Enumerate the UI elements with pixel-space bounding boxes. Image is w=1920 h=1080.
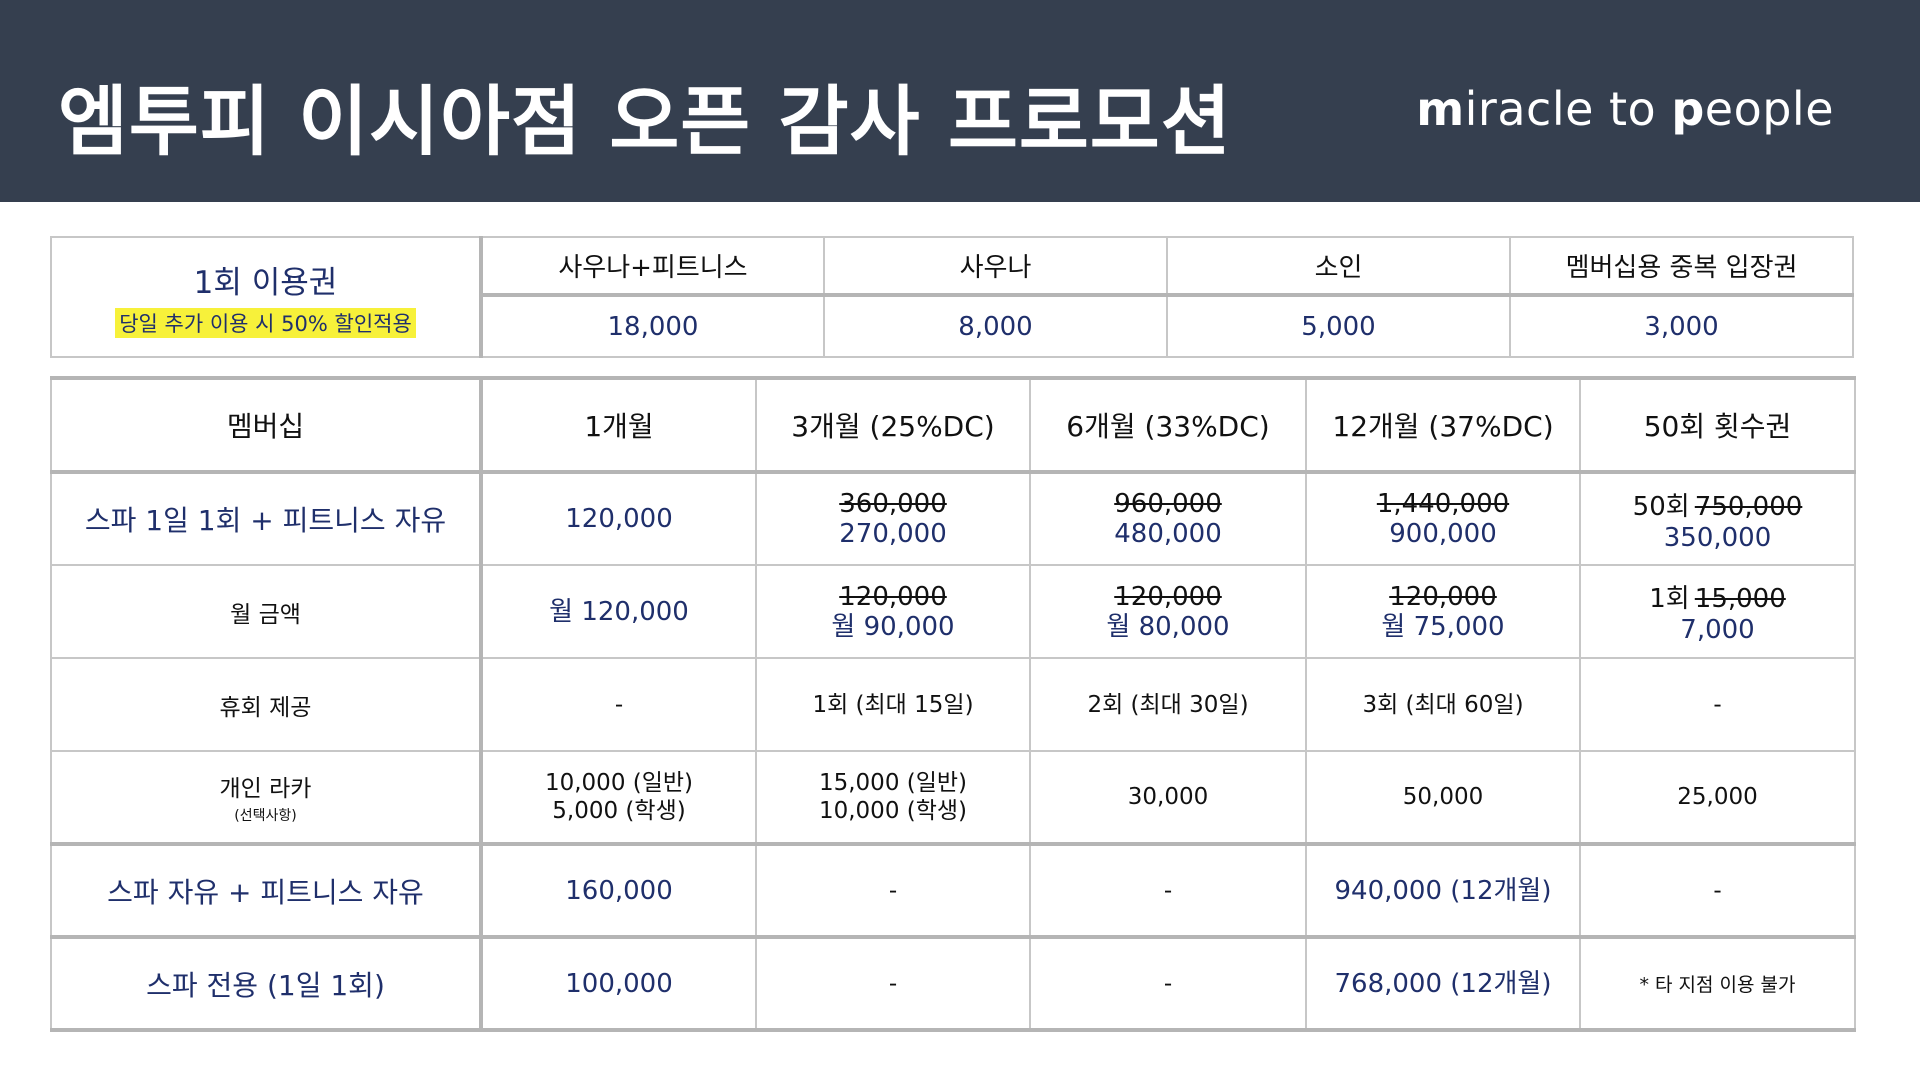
discount-price: 월 75,000	[1381, 611, 1505, 642]
original-price: 15,000	[1694, 584, 1786, 614]
discount-price: 월 80,000	[1106, 611, 1230, 642]
price-cell: 940,000 (12개월)	[1305, 842, 1581, 938]
locker-price: 10,000 (일반)	[544, 770, 694, 796]
membership-header-row: 멤버십 1개월 3개월 (25%DC) 6개월 (33%DC) 12개월 (37…	[50, 376, 1856, 474]
price-cell: -	[1579, 842, 1856, 938]
single-use-label: 1회 이용권	[193, 264, 338, 301]
locker-cell: 15,000 (일반) 10,000 (학생)	[755, 750, 1031, 845]
membership-col-header: 6개월 (33%DC)	[1029, 376, 1307, 474]
single-use-col-header: 소인	[1166, 236, 1511, 297]
locker-cell: 50,000	[1305, 750, 1581, 845]
single-use-table: 1회 이용권 당일 추가 이용 시 50% 할인적용 사우나+피트니스 사우나 …	[50, 236, 1854, 358]
pause-cell: 1회 (최대 15일)	[755, 657, 1031, 752]
table-row: 휴회 제공 - 1회 (최대 15일) 2회 (최대 30일) 3회 (최대 6…	[50, 657, 1856, 752]
single-use-col-header: 사우나+피트니스	[480, 236, 825, 297]
locker-cell: 25,000	[1579, 750, 1856, 845]
row-label: 스파 1일 1회 + 피트니스 자유	[50, 471, 483, 566]
table-row: 스파 전용 (1일 1회) 100,000 - - 768,000 (12개월)…	[50, 935, 1856, 1032]
locker-price: 10,000 (학생)	[818, 798, 968, 824]
locker-price: 15,000 (일반)	[818, 770, 968, 796]
single-use-price: 3,000	[1509, 294, 1854, 358]
membership-col-header: 멤버십	[50, 376, 483, 474]
row-sublabel: (선택사항)	[234, 808, 297, 824]
price-cell: 160,000	[480, 842, 757, 938]
row-label: 스파 전용 (1일 1회)	[50, 935, 483, 1032]
price-cell: 120,000 월 75,000	[1305, 564, 1581, 659]
single-use-col-header: 멤버십용 중복 입장권	[1509, 236, 1854, 297]
membership-col-header: 1개월	[480, 376, 757, 474]
original-price: 750,000	[1694, 491, 1803, 522]
membership-table: 멤버십 1개월 3개월 (25%DC) 6개월 (33%DC) 12개월 (37…	[50, 376, 1856, 1032]
row-label-cell: 개인 라카 (선택사항)	[50, 750, 483, 845]
price-cell: 360,000 270,000	[755, 471, 1031, 566]
locker-cell: 10,000 (일반) 5,000 (학생)	[480, 750, 757, 845]
row-label: 휴회 제공	[50, 657, 483, 752]
table-row: 개인 라카 (선택사항) 10,000 (일반) 5,000 (학생) 15,0…	[50, 750, 1856, 845]
brand-letter-p: p	[1671, 82, 1705, 136]
original-price-line: 1회 15,000	[1581, 578, 1854, 615]
price-cell: 120,000 월 90,000	[755, 564, 1031, 659]
price-cell: -	[755, 842, 1031, 938]
price-cell: 768,000 (12개월)	[1305, 935, 1581, 1032]
brand-text-mid: iracle to	[1464, 82, 1672, 136]
price-cell: 1회 15,000 7,000	[1579, 564, 1856, 659]
pause-cell: -	[480, 657, 757, 752]
discount-price: 350,000	[1663, 522, 1772, 553]
table-row: 스파 1일 1회 + 피트니스 자유 120,000 360,000 270,0…	[50, 471, 1856, 566]
price-cell: 120,000	[480, 471, 757, 566]
count-prefix: 1회	[1649, 584, 1690, 614]
locker-cell: 30,000	[1029, 750, 1307, 845]
single-use-price: 8,000	[823, 294, 1168, 358]
row-label: 개인 라카	[219, 776, 312, 802]
membership-col-header: 50회 횟수권	[1579, 376, 1856, 474]
price-cell: -	[755, 935, 1031, 1032]
price-cell: 960,000 480,000	[1029, 471, 1307, 566]
header-banner: 엠투피 이시아점 오픈 감사 프로모션 miracle to people	[0, 0, 1920, 202]
row-label: 월 금액	[50, 564, 483, 659]
single-use-col-header: 사우나	[823, 236, 1168, 297]
table-row: 월 금액 월 120,000 120,000 월 90,000 120,000 …	[50, 564, 1856, 659]
discount-price: 270,000	[839, 519, 947, 549]
single-use-note: 당일 추가 이용 시 50% 할인적용	[115, 307, 416, 338]
locker-price: 5,000 (학생)	[552, 798, 686, 824]
count-prefix: 50회	[1632, 491, 1690, 522]
discount-price: 월 90,000	[831, 611, 955, 642]
pause-cell: -	[1579, 657, 1856, 752]
original-price: 360,000	[839, 489, 947, 519]
row-label: 스파 자유 + 피트니스 자유	[50, 842, 483, 938]
note-cell: * 타 지점 이용 불가	[1579, 935, 1856, 1032]
brand-text-end: eople	[1704, 82, 1834, 136]
price-cell: 월 120,000	[480, 564, 757, 659]
discount-price: 480,000	[1114, 519, 1222, 549]
price-cell: -	[1029, 935, 1307, 1032]
table-row: 스파 자유 + 피트니스 자유 160,000 - - 940,000 (12개…	[50, 842, 1856, 938]
membership-col-header: 12개월 (37%DC)	[1305, 376, 1581, 474]
single-use-price: 18,000	[480, 294, 825, 358]
price-cell: -	[1029, 842, 1307, 938]
original-price: 120,000	[1114, 581, 1222, 612]
price-cell: 120,000 월 80,000	[1029, 564, 1307, 659]
original-price-line: 50회 750,000	[1581, 486, 1854, 523]
single-use-label-cell: 1회 이용권 당일 추가 이용 시 50% 할인적용	[50, 236, 483, 358]
page-title: 엠투피 이시아점 오픈 감사 프로모션	[58, 77, 1232, 166]
pause-cell: 2회 (최대 30일)	[1029, 657, 1307, 752]
membership-col-header: 3개월 (25%DC)	[755, 376, 1031, 474]
price-cell: 100,000	[480, 935, 757, 1032]
price-cell: 50회 750,000 350,000	[1579, 471, 1856, 566]
brand-letter-m: m	[1416, 82, 1465, 136]
original-price: 120,000	[839, 581, 947, 612]
price-cell: 1,440,000 900,000	[1305, 471, 1581, 566]
pause-cell: 3회 (최대 60일)	[1305, 657, 1581, 752]
discount-price: 7,000	[1680, 615, 1755, 645]
original-price: 120,000	[1389, 581, 1497, 612]
discount-price: 900,000	[1389, 519, 1497, 549]
brand-slogan: miracle to people	[1416, 82, 1834, 136]
single-use-price: 5,000	[1166, 294, 1511, 358]
original-price: 960,000	[1114, 489, 1222, 519]
original-price: 1,440,000	[1376, 489, 1510, 519]
